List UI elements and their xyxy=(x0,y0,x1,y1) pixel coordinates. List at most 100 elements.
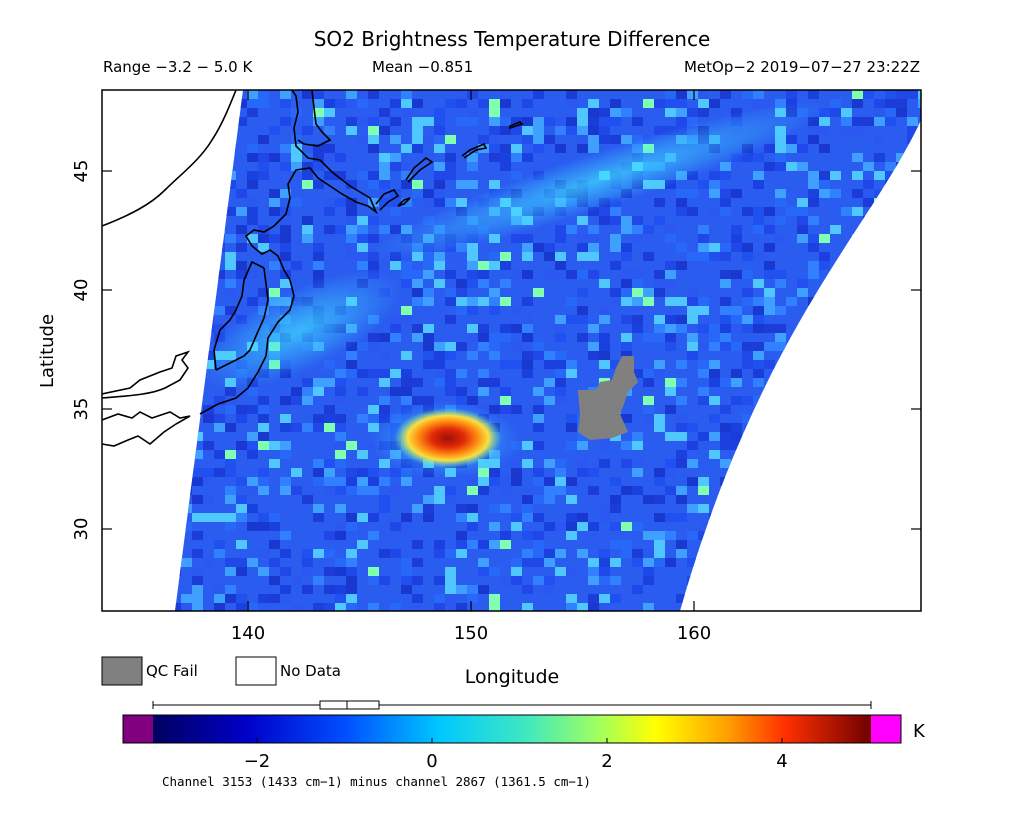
swath-pixel xyxy=(390,324,401,333)
swath-pixel xyxy=(225,306,236,315)
swath-pixel xyxy=(555,315,566,324)
swath-pixel xyxy=(676,90,687,99)
swath-pixel xyxy=(599,594,610,603)
swath-pixel xyxy=(489,126,500,135)
swath-pixel xyxy=(599,117,610,126)
swath-pixel xyxy=(863,189,874,198)
swath-pixel xyxy=(731,306,742,315)
swath-pixel xyxy=(577,234,588,243)
swath-pixel xyxy=(852,567,863,576)
swath-pixel xyxy=(797,585,808,594)
swath-pixel xyxy=(742,531,753,540)
swath-pixel xyxy=(731,324,742,333)
swath-pixel xyxy=(357,135,368,144)
swath-pixel xyxy=(456,90,467,99)
swath-pixel xyxy=(885,414,896,423)
swath-pixel xyxy=(445,99,456,108)
swath-pixel xyxy=(764,495,775,504)
swath-pixel xyxy=(379,153,390,162)
swath-pixel xyxy=(874,450,885,459)
swath-pixel xyxy=(522,252,533,261)
swath-pixel xyxy=(753,180,764,189)
swath-pixel xyxy=(621,522,632,531)
swath-pixel xyxy=(907,594,918,603)
swath-pixel xyxy=(687,333,698,342)
swath-pixel xyxy=(412,378,423,387)
swath-pixel xyxy=(346,468,357,477)
swath-pixel xyxy=(401,558,412,567)
swath-pixel xyxy=(313,252,324,261)
swath-pixel xyxy=(599,513,610,522)
swath-pixel xyxy=(676,495,687,504)
swath-pixel xyxy=(654,279,665,288)
swath-pixel xyxy=(522,360,533,369)
swath-pixel xyxy=(335,486,346,495)
swath-pixel xyxy=(852,333,863,342)
swath-pixel xyxy=(830,333,841,342)
swath-pixel xyxy=(225,558,236,567)
swath-pixel xyxy=(291,603,302,611)
swath-pixel xyxy=(181,423,192,432)
swath-pixel xyxy=(610,297,621,306)
swath-pixel xyxy=(544,459,555,468)
swath-pixel xyxy=(291,108,302,117)
swath-pixel xyxy=(456,585,467,594)
swath-pixel xyxy=(368,531,379,540)
swath-pixel xyxy=(445,171,456,180)
swath-pixel xyxy=(368,126,379,135)
swath-pixel xyxy=(764,288,775,297)
swath-pixel xyxy=(225,288,236,297)
swath-pixel xyxy=(247,99,258,108)
swath-pixel xyxy=(379,477,390,486)
swath-pixel xyxy=(368,252,379,261)
swath-pixel xyxy=(379,369,390,378)
swath-pixel xyxy=(841,549,852,558)
swath-pixel xyxy=(335,432,346,441)
swath-pixel xyxy=(808,504,819,513)
swath-pixel xyxy=(247,477,258,486)
swath-pixel xyxy=(599,108,610,117)
swath-pixel xyxy=(599,504,610,513)
swath-pixel xyxy=(863,297,874,306)
swath-pixel xyxy=(896,153,907,162)
swath-pixel xyxy=(588,126,599,135)
swath-pixel xyxy=(709,513,720,522)
so2-plume xyxy=(394,408,502,468)
swath-pixel xyxy=(258,135,269,144)
qc-fail-region xyxy=(578,356,638,440)
swath-pixel xyxy=(214,450,225,459)
plot-title: SO2 Brightness Temperature Difference xyxy=(314,27,711,51)
swath-pixel xyxy=(676,315,687,324)
swath-pixel xyxy=(918,162,921,171)
swath-pixel xyxy=(467,270,478,279)
swath-pixel xyxy=(896,477,907,486)
swath-pixel xyxy=(588,342,599,351)
swath-pixel xyxy=(335,423,346,432)
coastlines xyxy=(102,90,524,447)
swath-pixel xyxy=(665,513,676,522)
swath-pixel xyxy=(335,171,346,180)
swath-pixel xyxy=(863,315,874,324)
swath-pixel xyxy=(225,261,236,270)
swath-pixel xyxy=(258,153,269,162)
swath-pixel xyxy=(401,396,412,405)
swath-pixel xyxy=(918,90,921,99)
swath-pixel xyxy=(896,180,907,189)
x-axis-label: Longitude xyxy=(465,666,560,688)
swath-pixel xyxy=(599,342,610,351)
swath-pixel xyxy=(533,405,544,414)
swath-pixel xyxy=(588,270,599,279)
swath-pixel xyxy=(577,522,588,531)
swath-pixel xyxy=(313,243,324,252)
swath-pixel xyxy=(434,261,445,270)
no-data-label: No Data xyxy=(280,662,341,680)
swath-pixel xyxy=(368,171,379,180)
swath-pixel xyxy=(885,504,896,513)
swath-pixel xyxy=(302,180,313,189)
swath-pixel xyxy=(434,486,445,495)
swath-pixel xyxy=(566,594,577,603)
swath-pixel xyxy=(654,423,665,432)
swath-pixel xyxy=(566,477,577,486)
swath-pixel xyxy=(654,495,665,504)
swath-pixel xyxy=(654,288,665,297)
